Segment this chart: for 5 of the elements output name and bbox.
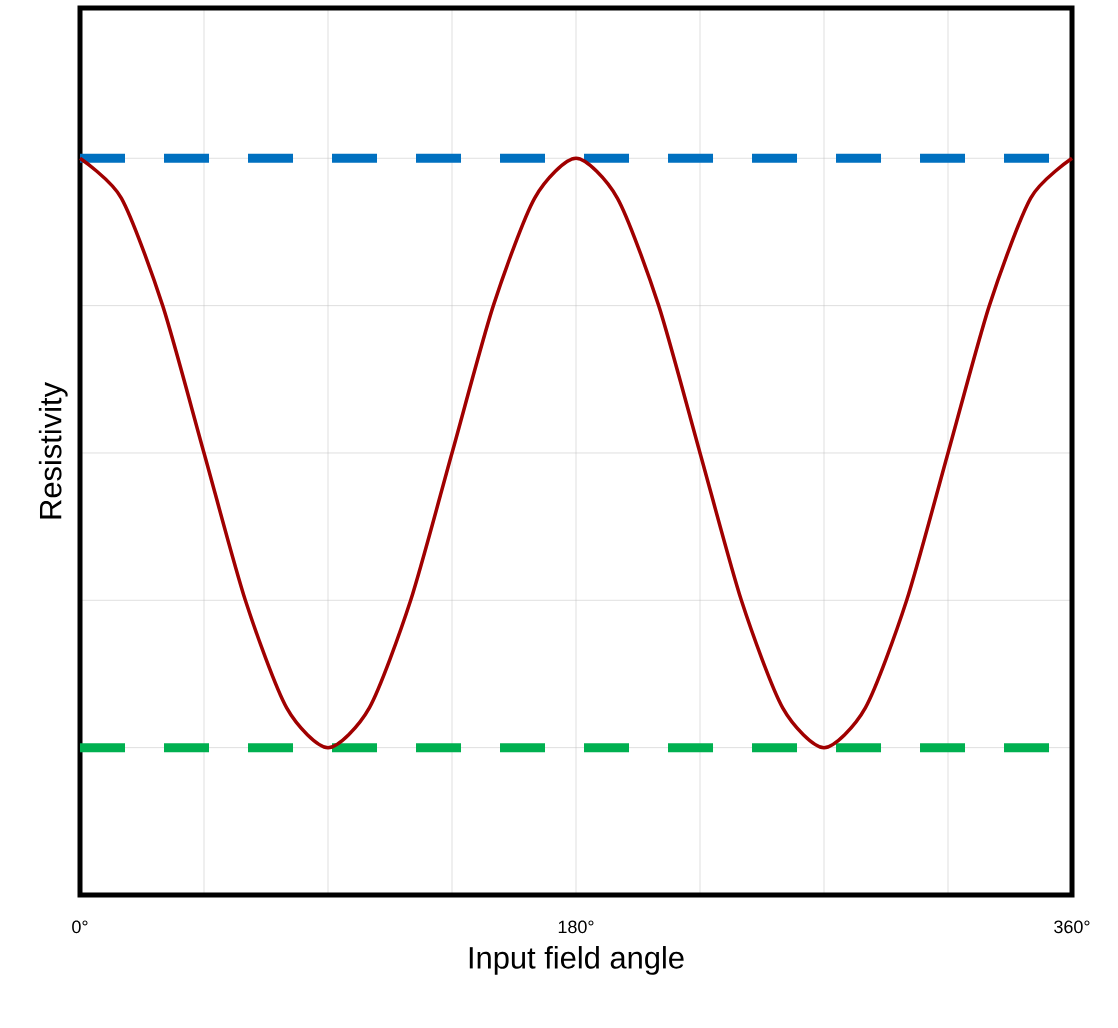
x-tick-label: 0°	[72, 920, 88, 934]
x-tick-label: 360°	[1054, 920, 1090, 934]
x-axis-title: Input field angle	[469, 946, 684, 975]
x-tick-label: 180°	[558, 920, 594, 934]
y-axis-title: Resistivity	[38, 382, 68, 519]
